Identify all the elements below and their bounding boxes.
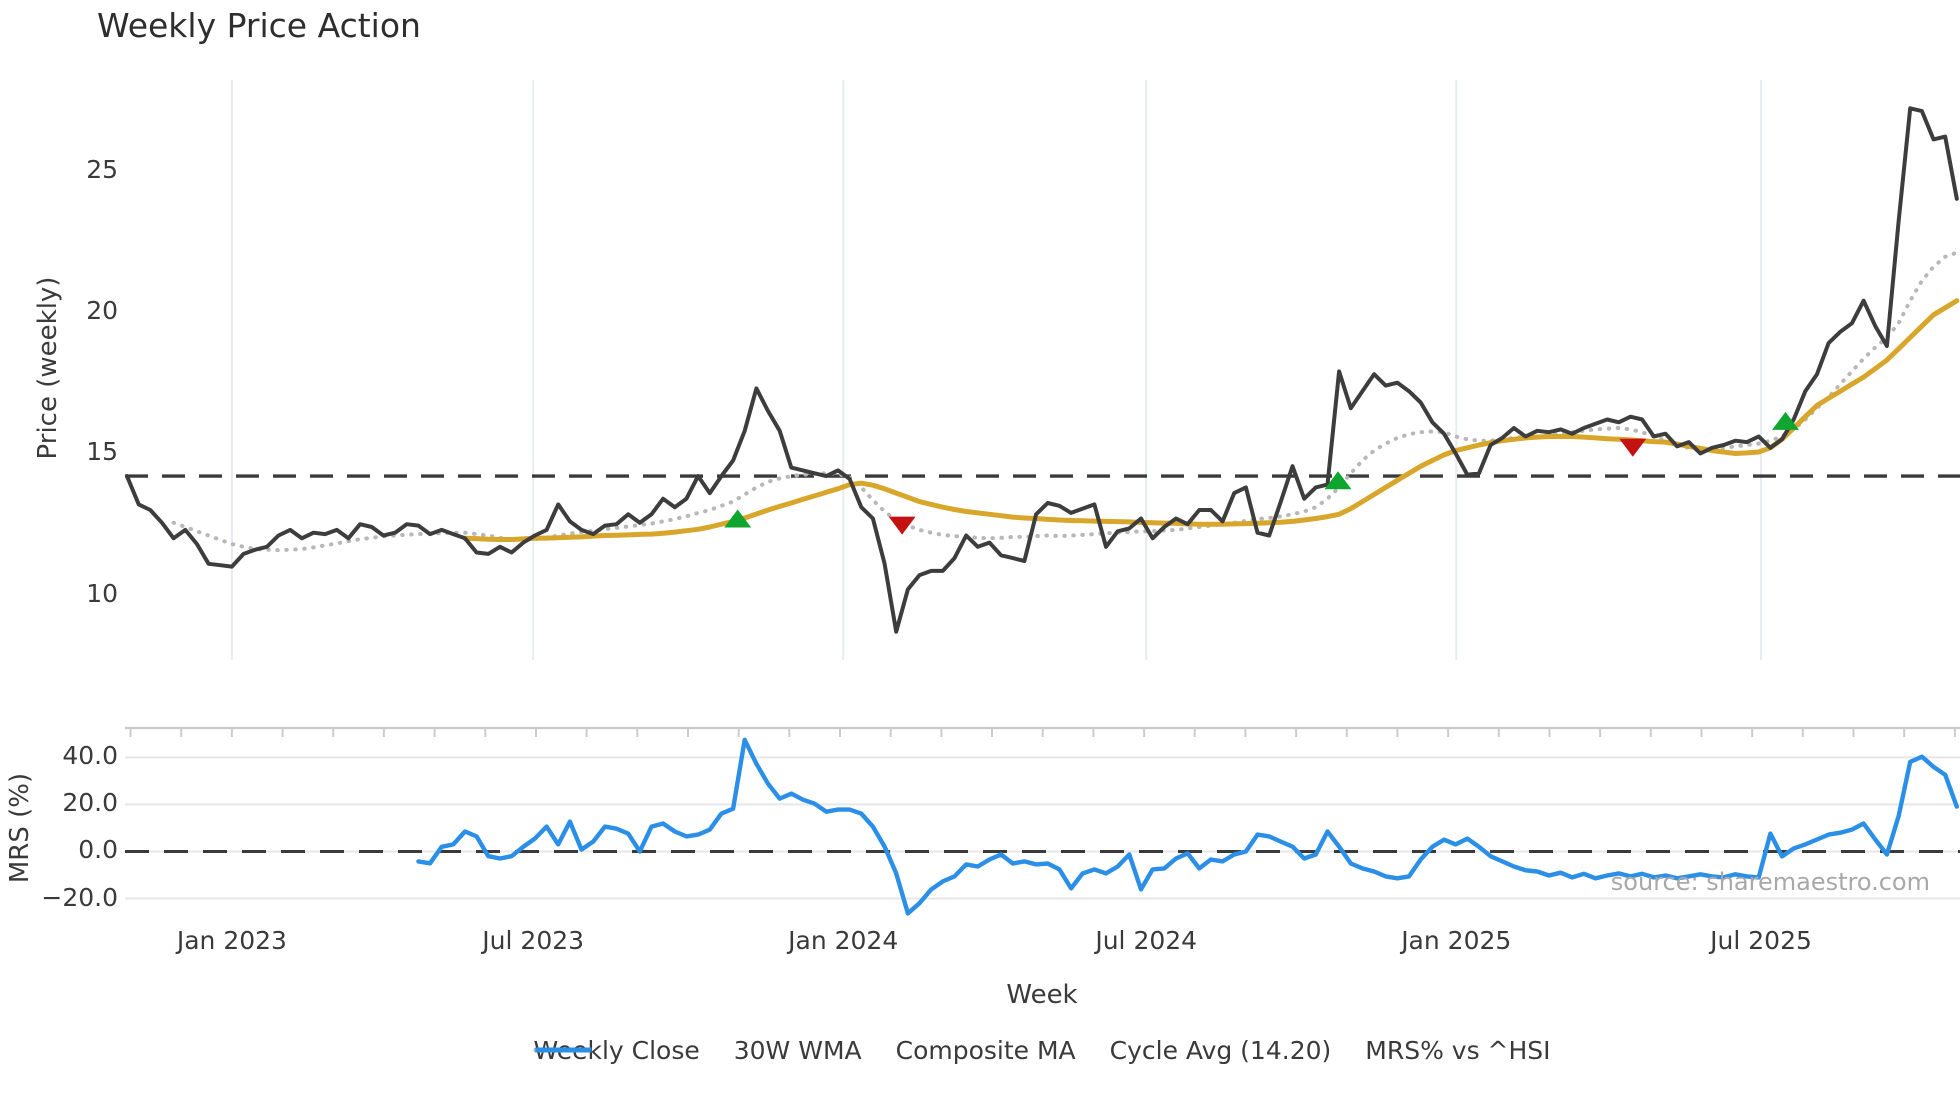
x-tick-label: Jan 2024 [788, 926, 899, 955]
price-tick-label: 15 [86, 437, 118, 467]
legend-item-mrs-vs-hsi: MRS% vs ^HSI [535, 1036, 1551, 1065]
legend-label: Composite MA [895, 1036, 1076, 1065]
chart-title: Weekly Price Action [97, 6, 421, 45]
legend-label: MRS% vs ^HSI [1365, 1036, 1551, 1065]
legend-item-30w-wma: 30W WMA [535, 1036, 862, 1065]
legend-item-cycle-avg-14-20-: Cycle Avg (14.20) [535, 1036, 1332, 1065]
weekly-close-line [125, 106, 1959, 634]
x-tick-label: Jul 2023 [482, 926, 585, 955]
price-tick-label: 20 [86, 296, 118, 325]
mrs-tick-label: −20.0 [41, 882, 118, 912]
sell-marker [888, 516, 916, 535]
wma-line [462, 298, 1960, 542]
legend-label: Cycle Avg (14.20) [1109, 1036, 1332, 1065]
x-tick-label: Jul 2025 [1710, 926, 1812, 955]
mrs-line [416, 737, 1960, 916]
buy-marker [724, 509, 752, 528]
x-tick-label: Jul 2024 [1095, 926, 1198, 955]
x-axis-label: Week [1006, 980, 1078, 1010]
buy-marker [1772, 411, 1799, 430]
legend-swatch-solid [535, 1047, 592, 1053]
mrs-tick-label: 0.0 [78, 835, 118, 865]
mrs-tick-label: 40.0 [62, 741, 118, 771]
composite-ma-line [171, 250, 1959, 553]
x-tick-label: Jan 2025 [1401, 926, 1512, 955]
mrs-tick-label: 20.0 [62, 788, 118, 818]
price-tick-label: 10 [86, 578, 118, 608]
source-note: source: sharemaestro.com [1610, 868, 1930, 896]
buy-marker [1324, 471, 1352, 490]
legend: Weekly Close 30W WMA Composite MA Cycle Avg… [533, 1036, 1551, 1065]
x-tick-label: Jan 2023 [176, 926, 287, 955]
price-tick-label: 25 [86, 154, 118, 184]
sell-marker [1619, 438, 1647, 457]
legend-label: 30W WMA [733, 1036, 862, 1065]
legend-item-composite-ma: Composite MA [533, 1036, 1076, 1065]
